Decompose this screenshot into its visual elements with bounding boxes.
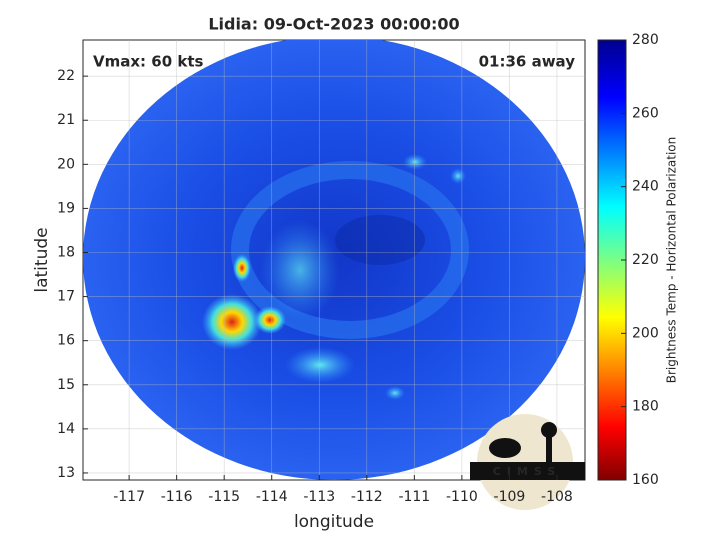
x-tick-label: -110 (446, 489, 478, 505)
colorbar-tick-label: 220 (632, 252, 659, 268)
x-tick-label: -115 (208, 489, 240, 505)
x-tick-label: -117 (113, 489, 145, 505)
chart-title: Lidia: 09-Oct-2023 00:00:00 (208, 15, 459, 34)
colorbar-tick-label: 260 (632, 105, 659, 121)
x-axis-label: longitude (294, 512, 374, 532)
y-tick-label: 22 (57, 68, 75, 84)
y-tick-label: 21 (57, 112, 75, 128)
y-tick-label: 18 (57, 245, 75, 261)
x-tick-label: -114 (256, 489, 288, 505)
y-tick-label: 13 (57, 465, 75, 481)
x-tick-label: -113 (303, 489, 335, 505)
x-tick-label: -108 (541, 489, 573, 505)
x-tick-label: -112 (351, 489, 383, 505)
colorbar-tick-label: 160 (632, 472, 659, 488)
colorbar-tick-label: 240 (632, 179, 659, 195)
y-tick-label: 20 (57, 156, 75, 172)
x-tick-label: -111 (398, 489, 430, 505)
y-axis-label: latitude (32, 227, 52, 292)
colorbar-tick-label: 280 (632, 32, 659, 48)
y-tick-label: 17 (57, 289, 75, 305)
colorbar-tick-label: 180 (632, 399, 659, 415)
x-tick-label: -109 (494, 489, 526, 505)
y-tick-label: 15 (57, 377, 75, 393)
colorbar-tick-label: 200 (632, 325, 659, 341)
y-tick-label: 16 (57, 333, 75, 349)
annotation: Vmax: 60 kts (93, 53, 203, 71)
logo-text: CIMSS (493, 465, 561, 478)
x-tick-label: -116 (161, 489, 193, 505)
logo: CIMSS (470, 414, 585, 510)
colorbar-label: Brightness Temp - Horizontal Polarizatio… (665, 137, 679, 384)
y-tick-label: 14 (57, 421, 75, 437)
y-tick-label: 19 (57, 200, 75, 216)
grid (83, 40, 585, 480)
annotation: 01:36 away (479, 53, 576, 71)
